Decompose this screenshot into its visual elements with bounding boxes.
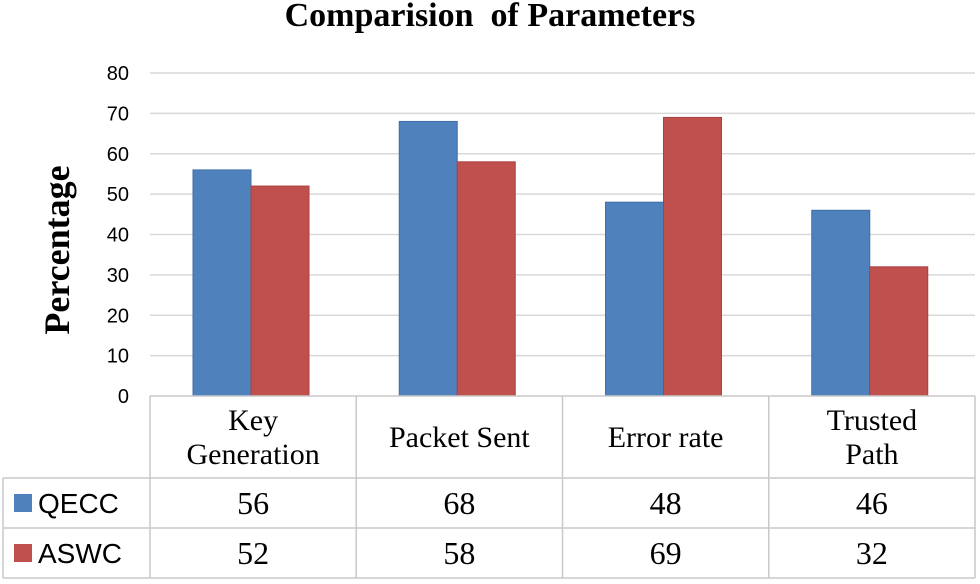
y-tick-label: 30 bbox=[107, 265, 129, 287]
y-tick-label: 60 bbox=[107, 144, 129, 166]
table-cell: 32 bbox=[856, 535, 888, 571]
table-cell: 56 bbox=[237, 485, 269, 521]
bar-qecc-0 bbox=[192, 169, 252, 397]
bar-aswc-0 bbox=[250, 185, 310, 397]
y-tick-label: 20 bbox=[107, 305, 129, 327]
table-cell: 68 bbox=[443, 485, 475, 521]
legend-label: QECC bbox=[38, 488, 119, 519]
y-tick-label: 0 bbox=[118, 386, 129, 408]
table-cell: 52 bbox=[237, 535, 269, 571]
chart-title: Comparision of Parameters bbox=[284, 0, 696, 34]
y-axis-ticks: 0 10 20 30 40 50 60 70 80 bbox=[107, 63, 129, 408]
legend-swatch-qecc bbox=[14, 494, 32, 512]
y-tick-label: 40 bbox=[107, 225, 129, 247]
table-cell: 48 bbox=[650, 485, 682, 521]
legend-swatch-aswc bbox=[14, 544, 32, 562]
y-tick-label: 70 bbox=[107, 103, 129, 125]
x-category-label: Generation bbox=[186, 438, 319, 471]
bars bbox=[192, 116, 929, 397]
bar-qecc-2 bbox=[605, 201, 664, 397]
bar-aswc-1 bbox=[456, 161, 516, 397]
x-category-label: Trusted bbox=[827, 404, 918, 437]
legend-label: ASWC bbox=[38, 538, 122, 569]
y-tick-label: 80 bbox=[107, 63, 129, 85]
x-category-label: Error rate bbox=[608, 421, 724, 454]
bar-qecc-1 bbox=[398, 120, 458, 397]
x-category-label: Key bbox=[228, 404, 278, 437]
bar-aswc-3 bbox=[869, 266, 929, 397]
y-tick-label: 50 bbox=[107, 184, 129, 206]
y-tick-label: 10 bbox=[107, 346, 129, 368]
table-cell: 46 bbox=[856, 485, 888, 521]
bar-qecc-3 bbox=[811, 209, 871, 397]
x-category-label: Packet Sent bbox=[389, 421, 530, 454]
table-cell: 69 bbox=[650, 535, 682, 571]
x-category-label: Path bbox=[845, 438, 898, 471]
table-cell: 58 bbox=[443, 535, 475, 571]
bar-aswc-2 bbox=[663, 116, 722, 397]
